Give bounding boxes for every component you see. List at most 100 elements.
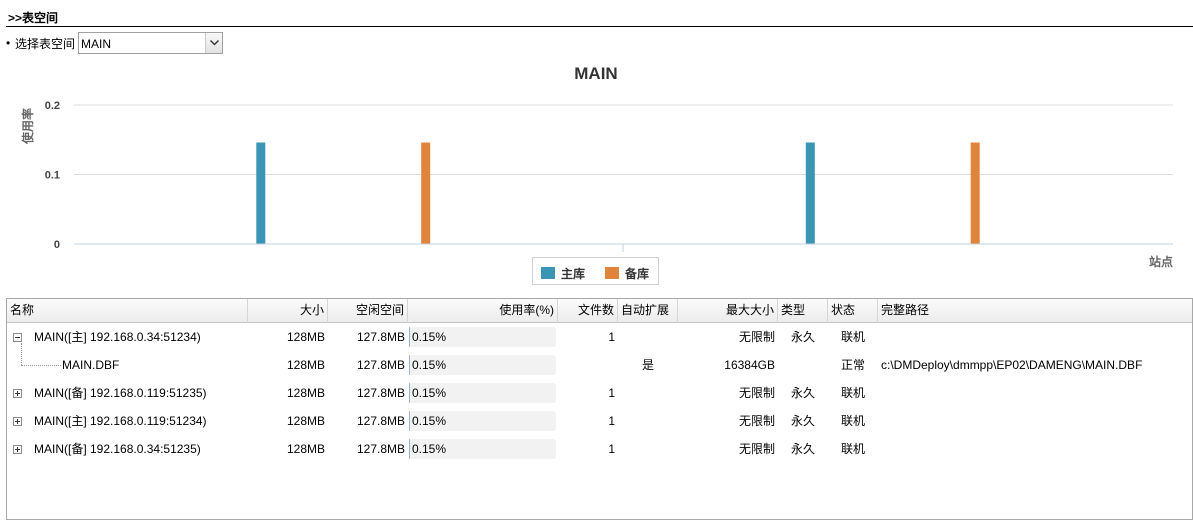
column-header-files[interactable]: 文件数 xyxy=(558,299,618,323)
column-header-free[interactable]: 空闲空间 xyxy=(328,299,408,323)
usage-progress-bar: 0.15% xyxy=(409,439,556,459)
expand-toggle-icon[interactable] xyxy=(13,389,22,398)
usage-progress-bar: 0.15% xyxy=(409,383,556,403)
cell-maxsize: 无限制 xyxy=(738,330,775,344)
column-header-usage[interactable]: 使用率(%) xyxy=(408,299,558,323)
cell-files: 1 xyxy=(608,386,615,400)
cell-free: 127.8MB xyxy=(356,414,405,428)
legend-item-primary[interactable]: 主库 xyxy=(541,265,586,281)
column-header-status[interactable]: 状态 xyxy=(828,299,878,323)
column-header-name[interactable]: 名称 xyxy=(7,299,248,323)
tree-connector-line xyxy=(21,343,22,365)
chart-title: MAIN xyxy=(574,64,617,83)
grid-header: 名称 大小 空闲空间 使用率(%) 文件数 自动扩展 最大大小 类型 状态 完整… xyxy=(7,299,1192,323)
usage-progress-text: 0.15% xyxy=(412,330,447,344)
tree-node-row[interactable]: MAIN([主] 192.168.0.119:51234) 128MB 127.8M… xyxy=(7,407,1192,435)
tree-connector-line xyxy=(21,365,61,366)
cell-autoext: 是 xyxy=(641,358,654,372)
cell-name: MAIN([主] 192.168.0.119:51234) xyxy=(34,414,207,428)
collapse-toggle-icon[interactable] xyxy=(13,333,22,342)
cell-size: 128MB xyxy=(286,414,325,428)
column-header-autoext[interactable]: 自动扩展 xyxy=(618,299,678,323)
chart-y-tick-label: 0.1 xyxy=(45,170,60,182)
cell-files: 1 xyxy=(608,330,615,344)
cell-path: c:\DMDeploy\dmmpp\EP02\DAMENG\MAIN.DBF xyxy=(881,358,1143,372)
cell-free: 127.8MB xyxy=(356,442,405,456)
usage-progress-bar: 0.15% xyxy=(409,355,556,375)
column-header-size[interactable]: 大小 xyxy=(248,299,328,323)
section-title: >>表空间 xyxy=(8,11,59,25)
tablespace-select[interactable]: MAIN xyxy=(78,32,223,54)
cell-name: MAIN([主] 192.168.0.34:51234) xyxy=(34,330,201,344)
chart-bar-primary[interactable] xyxy=(805,142,815,245)
chart-y-axis-label: 使用率 xyxy=(20,108,35,145)
legend-swatch-primary xyxy=(541,267,555,279)
cell-type: 永久 xyxy=(790,330,815,344)
chart-y-tick-label: 0.2 xyxy=(45,100,60,112)
cell-files: 1 xyxy=(608,442,615,456)
cell-files xyxy=(558,351,618,379)
tablespace-tree-grid: 名称 大小 空闲空间 使用率(%) 文件数 自动扩展 最大大小 类型 状态 完整… xyxy=(6,298,1193,520)
chart-x-axis-label: 站点 xyxy=(1149,254,1173,269)
cell-size: 128MB xyxy=(286,442,325,456)
cell-free: 127.8MB xyxy=(356,330,405,344)
chart-gridlines xyxy=(74,104,1173,245)
dropdown-arrow-button[interactable] xyxy=(205,33,222,53)
cell-name: MAIN([备] 192.168.0.119:51235) xyxy=(34,386,207,400)
cell-autoext xyxy=(618,435,678,463)
chart-y-tick-label: 0 xyxy=(54,239,60,251)
cell-maxsize: 无限制 xyxy=(738,414,775,428)
cell-free: 127.8MB xyxy=(356,386,405,400)
cell-autoext xyxy=(618,323,678,351)
cell-path xyxy=(878,435,1192,463)
chart-bar-primary[interactable] xyxy=(256,142,266,245)
section-header: >>表空间 xyxy=(6,4,1193,27)
tree-child-row[interactable]: MAIN.DBF 128MB 127.8MB 是 16384GB 正常 c:\DMDeplo… xyxy=(7,351,1192,379)
cell-autoext xyxy=(618,407,678,435)
cell-maxsize: 无限制 xyxy=(738,386,775,400)
usage-progress-text: 0.15% xyxy=(412,386,447,400)
usage-progress-bar: 0.15% xyxy=(409,411,556,431)
usage-chart: MAIN 使用率 站点 0.2 0.1 0 xyxy=(0,56,1193,286)
chevron-down-icon xyxy=(210,40,219,46)
usage-progress-text: 0.15% xyxy=(412,442,447,456)
chart-y-ticks: 0.2 0.1 0 xyxy=(45,100,60,251)
column-header-path[interactable]: 完整路径 xyxy=(881,303,930,317)
cell-status: 联机 xyxy=(840,330,865,344)
cell-type xyxy=(778,351,828,379)
column-header-maxsize[interactable]: 最大大小 xyxy=(678,299,778,323)
legend-item-standby[interactable]: 备库 xyxy=(605,265,649,281)
cell-size: 128MB xyxy=(286,358,325,372)
cell-status: 联机 xyxy=(840,442,865,456)
tablespace-select-value: MAIN xyxy=(81,37,111,51)
chart-bar-standby[interactable] xyxy=(970,142,980,245)
bullet-icon: • xyxy=(6,36,11,50)
tree-node-row[interactable]: MAIN([备] 192.168.0.34:51235) 128MB 127.8MB… xyxy=(7,435,1192,463)
cell-status: 正常 xyxy=(840,358,865,372)
legend-swatch-standby xyxy=(605,267,619,279)
expand-toggle-icon[interactable] xyxy=(13,417,22,426)
cell-maxsize: 16384GB xyxy=(724,358,775,372)
usage-progress-text: 0.15% xyxy=(412,358,447,372)
cell-files: 1 xyxy=(608,414,615,428)
cell-size: 128MB xyxy=(286,330,325,344)
cell-type: 永久 xyxy=(790,442,815,456)
cell-maxsize: 无限制 xyxy=(738,442,775,456)
legend-label-primary: 主库 xyxy=(561,267,586,281)
chart-bars xyxy=(256,142,980,245)
cell-size: 128MB xyxy=(286,386,325,400)
tree-node-row[interactable]: MAIN([备] 192.168.0.119:51235) 128MB 127.8M… xyxy=(7,379,1192,407)
cell-path xyxy=(878,323,1192,351)
tree-node-row[interactable]: MAIN([主] 192.168.0.34:51234) 128MB 127.8MB… xyxy=(7,323,1192,351)
expand-toggle-icon[interactable] xyxy=(13,445,22,454)
cell-name: MAIN.DBF xyxy=(62,358,120,372)
cell-free: 127.8MB xyxy=(356,358,405,372)
cell-autoext xyxy=(618,379,678,407)
column-header-type[interactable]: 类型 xyxy=(778,299,828,323)
chart-legend: 主库 备库 xyxy=(532,257,659,285)
chart-bar-standby[interactable] xyxy=(421,142,431,245)
cell-status: 联机 xyxy=(840,386,865,400)
usage-chart-svg: MAIN 使用率 站点 0.2 0.1 0 xyxy=(20,64,1173,269)
cell-path xyxy=(878,379,1192,407)
cell-type: 永久 xyxy=(790,414,815,428)
